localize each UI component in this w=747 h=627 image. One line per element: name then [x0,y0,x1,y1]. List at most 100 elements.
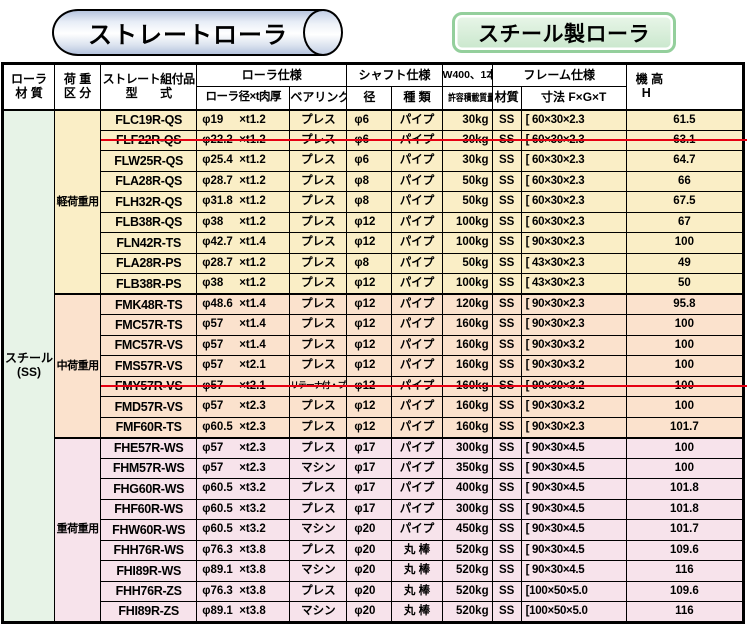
table-row: FMC57R-VS φ57 ×t1.4 プレス φ12 パイプ 160kg SS[ 90×30… [3,334,745,356]
frame-material-cell: SS [491,170,522,192]
bearing-cell: プレス [289,170,348,192]
frame-material-cell: SS [491,334,522,356]
discontinued-strikethrough-line [100,139,747,142]
load-capacity-cell: 100kg [441,211,493,233]
frame-dimension-cell: [100×50×5.0 [520,580,627,602]
machine-height-cell: 100 [625,457,745,479]
model-cell: FLA28R-PS [100,252,198,274]
model-cell: FLN42R-TS [100,232,198,254]
shaft-type-cell: パイプ [391,519,443,541]
shaft-diameter-cell: φ20 [346,539,393,561]
shaft-diameter-cell: φ12 [346,334,393,356]
shaft-diameter-cell: φ6 [346,150,393,172]
table-row: FHH76R-WS φ76.3 ×t3.8 プレス φ20 丸 棒 520kg SS[ 90×… [3,539,745,561]
frame-material-cell: SS [491,232,522,254]
shaft-type-cell: パイプ [391,150,443,172]
shaft-type-cell: パイプ [391,498,443,520]
machine-height-cell: 61.5 [625,108,745,131]
model-cell: FHI89R-WS [100,560,198,582]
shaft-diameter-cell: φ6 [346,108,393,131]
machine-height-cell: 101.7 [625,519,745,541]
frame-material-cell: SS [491,396,522,418]
shaft-type-cell: パイプ [391,273,443,295]
header-load-class: 荷 重 区 分 [54,63,102,110]
shaft-diameter-cell: φ20 [346,580,393,602]
load-capacity-cell: 350kg [441,457,493,479]
shaft-diameter-cell: φ12 [346,211,393,233]
machine-height-cell: 100 [625,355,745,377]
shaft-type-cell: パイプ [391,170,443,192]
roller-material-cell: スチール (SS) [1,108,56,623]
shaft-diameter-cell: φ12 [346,293,393,315]
load-capacity-cell: 160kg [441,396,493,418]
model-cell: FMF60R-TS [100,416,198,438]
shaft-diameter-cell: φ17 [346,478,393,500]
bearing-cell: プレス [289,232,348,254]
model-cell: FMK48R-TS [100,293,198,315]
bearing-cell: プレス [289,416,348,438]
frame-dimension-cell: [100×50×5.0 [520,601,627,623]
model-cell: FMD57R-VS [100,396,198,418]
header-roller-spec: ローラ仕様 [196,63,348,87]
machine-height-cell: 100 [625,232,745,254]
frame-dimension-cell: [ 90×30×4.5 [520,457,627,479]
shaft-type-cell: パイプ [391,232,443,254]
load-class-cell: 重荷重用 [54,436,102,623]
table-row: FHI89R-WS φ89.1 ×t3.8 マシン φ20 丸 棒 520kg SS[ 90×… [3,560,745,582]
load-capacity-cell: 50kg [441,252,493,274]
roller-diameter-cell: φ76.3 ×t3.8 [196,580,291,602]
header-row-1: ローラ 材 質 荷 重 区 分 ストレート組付品 型 式 ローラ仕様 シャフト仕… [1,63,745,110]
load-capacity-cell: 50kg [441,170,493,192]
shaft-diameter-cell: φ20 [346,601,393,623]
roller-diameter-cell: φ38 ×t1.2 [196,211,291,233]
bearing-cell: プレス [289,150,348,172]
bearing-cell: プレス [289,334,348,356]
header-load-class-line2: 区 分 [63,85,92,100]
frame-material-cell: SS [491,150,522,172]
frame-dimension-cell: [ 90×30×3.2 [520,355,627,377]
load-capacity-cell: 100kg [441,232,493,254]
table-row: 中荷重用 FMK48R-TS φ48.6 ×t1.4 プレス φ12 パイプ 120kg SS[… [3,293,745,438]
model-cell: FMS57R-VS [100,355,198,377]
table-row: FLH32R-QS φ31.8 ×t1.2 プレス φ8 パイプ 50kg SS[ 60×30… [3,191,745,213]
roller-diameter-cell: φ89.1 ×t3.8 [196,560,291,582]
shaft-type-cell: パイプ [391,211,443,233]
load-capacity-cell: 30kg [441,108,493,131]
bearing-cell: プレス [289,355,348,377]
header-roller-diameter: ローラ径×t肉厚 [196,86,291,110]
table-row: 重荷重用 FHE57R-WS φ57 ×t2.3 プレス φ17 パイプ 300kg SS[ 9… [3,436,745,623]
frame-dimension-cell: [ 60×30×2.3 [520,150,627,172]
header-model-line1: ストレート組付品 [102,72,196,87]
frame-dimension-cell: [ 90×30×2.3 [520,293,627,315]
machine-height-cell: 100 [625,334,745,356]
roller-diameter-cell: φ60.5 ×t3.2 [196,519,291,541]
table-row: FHG60R-WS φ60.5 ×t3.2 プレス φ17 パイプ 400kg SS[ 90×… [3,478,745,500]
frame-dimension-cell: [ 43×30×2.3 [520,273,627,295]
straight-roller-label: ストレートローラ [88,22,288,49]
shaft-type-cell: 丸 棒 [391,601,443,623]
table-header: ローラ 材 質 荷 重 区 分 ストレート組付品 型 式 ローラ仕様 シャフト仕… [1,63,745,110]
frame-material-cell: SS [491,539,522,561]
model-cell: FHF60R-WS [100,498,198,520]
bearing-cell: マシン [289,457,348,479]
shaft-type-cell: パイプ [391,334,443,356]
shaft-diameter-cell: φ20 [346,560,393,582]
frame-dimension-cell: [ 43×30×2.3 [520,252,627,274]
header-allowable-load-top: W400、1本 [441,63,493,87]
roller-diameter-cell: φ60.5 ×t3.2 [196,478,291,500]
load-capacity-cell: 520kg [441,560,493,582]
shaft-type-cell: 丸 棒 [391,539,443,561]
header-allowable-load-label: 許容積載質量 [447,92,493,104]
header-row-2: ローラ径×t肉厚 ベアリング 径 種 類 許容積載質量 材質 寸法 F×G×T [3,86,744,110]
shaft-diameter-cell: φ17 [346,457,393,479]
table-row: FHF60R-WS φ60.5 ×t3.2 プレス φ17 パイプ 300kg SS[ 90×… [3,498,745,520]
roller-diameter-cell: φ38 ×t1.2 [196,273,291,295]
bearing-cell: プレス [289,580,348,602]
model-cell: FHW60R-WS [100,519,198,541]
load-class-cell: 軽荷重用 [54,108,102,295]
discontinued-strikethrough-line [100,385,747,388]
model-cell: FLW25R-QS [100,150,198,172]
shaft-type-cell: 丸 棒 [391,560,443,582]
frame-material-cell: SS [491,498,522,520]
